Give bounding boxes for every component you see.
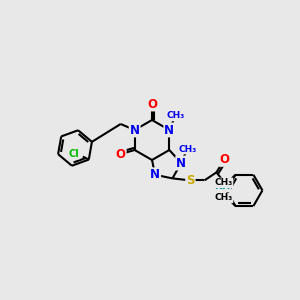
Text: O: O: [116, 148, 126, 160]
Text: Cl: Cl: [68, 148, 79, 159]
Text: S: S: [186, 174, 195, 187]
Text: N: N: [150, 168, 160, 181]
Text: N: N: [164, 124, 174, 136]
Text: N: N: [176, 157, 186, 169]
Text: CH₃: CH₃: [178, 145, 196, 154]
Text: N: N: [130, 124, 140, 136]
Text: O: O: [219, 153, 230, 166]
Text: CH₃: CH₃: [214, 178, 232, 187]
Text: CH₃: CH₃: [214, 194, 232, 202]
Text: O: O: [147, 98, 157, 110]
Text: NH: NH: [214, 182, 230, 191]
Text: CH₃: CH₃: [166, 112, 184, 121]
